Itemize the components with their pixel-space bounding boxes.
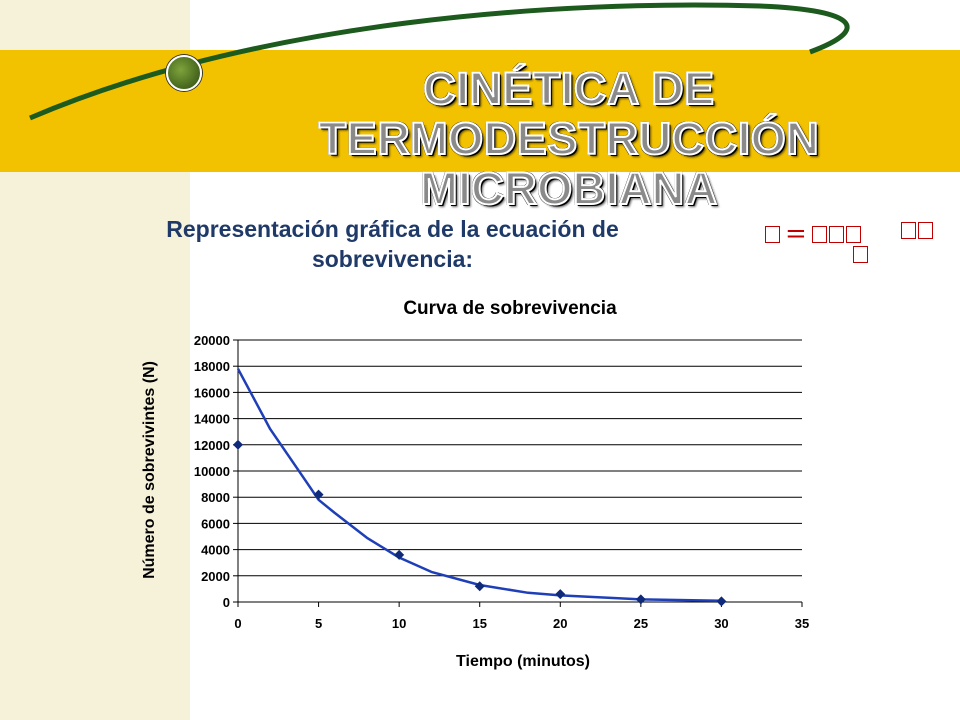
x-tick-label: 35 bbox=[795, 616, 809, 631]
y-tick-label: 6000 bbox=[201, 516, 230, 531]
y-tick-label: 8000 bbox=[201, 490, 230, 505]
x-tick-label: 20 bbox=[553, 616, 567, 631]
x-tick-label: 25 bbox=[634, 616, 648, 631]
y-tick-label: 20000 bbox=[194, 333, 230, 348]
y-tick-label: 12000 bbox=[194, 438, 230, 453]
x-axis-ticks: 0 5 10 15 20 25 30 35 bbox=[234, 602, 809, 631]
x-tick-label: 15 bbox=[472, 616, 486, 631]
data-point-marker bbox=[716, 596, 727, 607]
formula-symbol-placeholder bbox=[845, 225, 861, 243]
chart-title: Curva de sobrevivencia bbox=[403, 298, 617, 319]
formula-symbol-placeholder bbox=[811, 225, 827, 243]
title-arc-decoration bbox=[29, 2, 850, 121]
data-point-marker bbox=[555, 589, 566, 600]
exponential-trendline bbox=[236, 368, 722, 602]
x-tick-label: 5 bbox=[315, 616, 322, 631]
data-point-marker bbox=[635, 594, 646, 605]
x-tick-label: 10 bbox=[392, 616, 406, 631]
y-axis-label: Número de sobrevivintes (N) bbox=[141, 361, 158, 579]
y-tick-label: 0 bbox=[223, 595, 230, 610]
data-point-marker bbox=[474, 581, 485, 592]
y-tick-label: 14000 bbox=[194, 412, 230, 427]
formula-superscript bbox=[900, 214, 934, 244]
y-axis-ticks: 0 2000 4000 6000 8000 10000 12000 14000 16000 180… bbox=[194, 333, 238, 610]
data-point-marker bbox=[313, 489, 324, 500]
x-axis-label: Tiempo (minutos) bbox=[456, 653, 590, 670]
data-points bbox=[233, 439, 727, 607]
formula-symbol-placeholder bbox=[765, 225, 780, 243]
y-tick-label: 10000 bbox=[194, 464, 230, 479]
x-tick-label: 0 bbox=[234, 616, 241, 631]
formula-symbol-placeholder bbox=[828, 225, 844, 243]
y-tick-label: 2000 bbox=[201, 569, 230, 584]
slide-subtitle: Representación gráfica de la ecuación de… bbox=[166, 216, 619, 272]
y-tick-label: 18000 bbox=[194, 359, 230, 374]
survival-equation: = bbox=[764, 218, 933, 263]
data-point-marker bbox=[233, 439, 243, 450]
data-point-marker bbox=[394, 549, 405, 560]
chart-gridlines bbox=[237, 339, 802, 603]
x-tick-label: 30 bbox=[714, 616, 728, 631]
formula-equals: = bbox=[785, 219, 807, 249]
survival-curve-chart: Curva de sobrevivencia 0 2000 4000 6000 8000… bbox=[141, 298, 809, 670]
formula-subscript bbox=[852, 238, 869, 268]
y-tick-label: 4000 bbox=[201, 543, 230, 558]
slide-title: CINÉTICA DE TERMODESTRUCCIÓN MICROBIANA bbox=[318, 63, 820, 215]
y-tick-label: 16000 bbox=[194, 385, 230, 400]
title-bullet-icon bbox=[166, 55, 202, 91]
